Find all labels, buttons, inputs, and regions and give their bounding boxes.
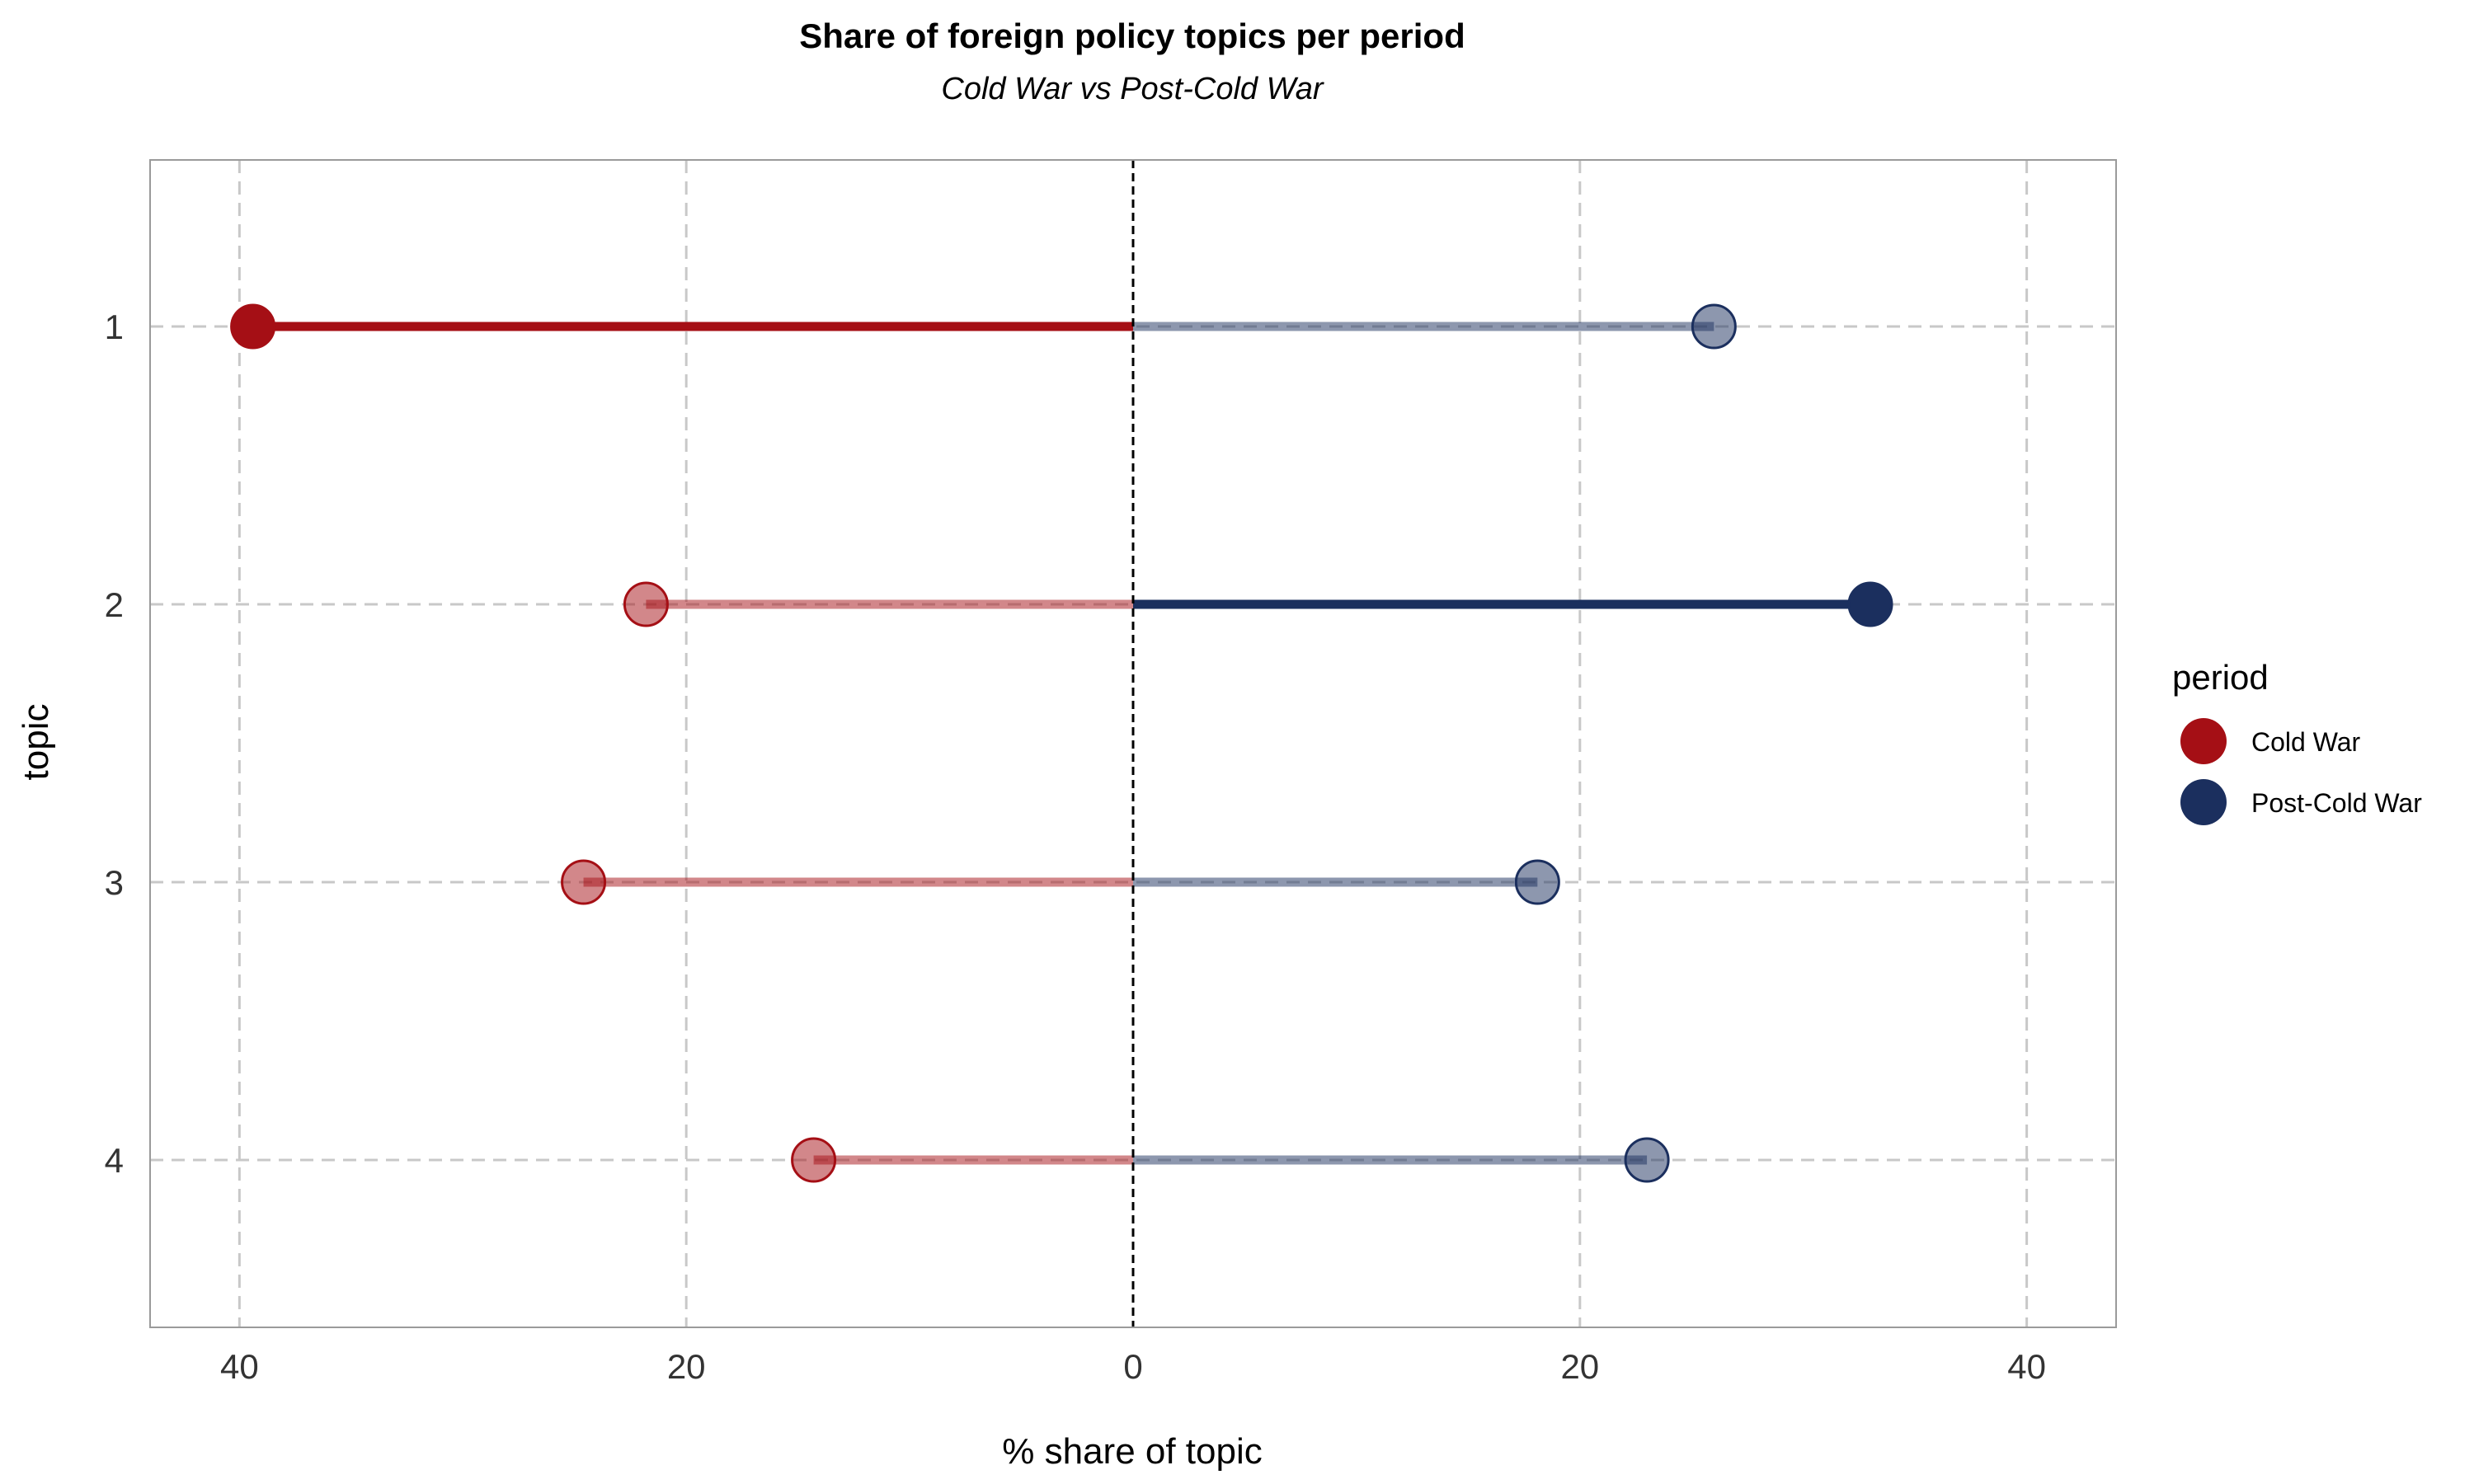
lollipop-point — [1691, 303, 1737, 350]
x-axis-ticks: 40 20 0 20 40 — [220, 1347, 2046, 1386]
y-tick-label: 2 — [105, 585, 124, 624]
y-tick-label: 3 — [105, 863, 124, 902]
lollipop-point — [561, 859, 607, 905]
lollipop-point — [623, 581, 669, 627]
x-tick-label: 20 — [667, 1347, 706, 1386]
lollipop-point — [1847, 581, 1893, 627]
legend-title: period — [2172, 658, 2269, 697]
legend: period Cold War Post-Cold War — [2172, 658, 2422, 825]
lollipop-point — [230, 303, 276, 350]
legend-key — [2180, 779, 2227, 825]
x-tick-label: 40 — [2007, 1347, 2046, 1386]
x-tick-label: 40 — [220, 1347, 259, 1386]
lollipop-point — [791, 1137, 837, 1183]
y-axis-label: topic — [16, 704, 56, 781]
lollipop-point — [1624, 1137, 1670, 1183]
x-tick-label: 0 — [1123, 1347, 1142, 1386]
chart-subtitle: Cold War vs Post-Cold War — [941, 72, 1324, 106]
legend-label: Cold War — [2251, 727, 2361, 757]
x-axis-label: % share of topic — [1002, 1431, 1263, 1472]
y-axis-ticks: 1 2 3 4 — [105, 308, 124, 1180]
x-tick-label: 20 — [1560, 1347, 1599, 1386]
lollipop-points — [230, 303, 1893, 1183]
y-tick-label: 4 — [105, 1141, 124, 1180]
chart-title: Share of foreign policy topics per perio… — [799, 16, 1465, 55]
plot-panel-border — [149, 159, 2117, 1328]
y-tick-label: 1 — [105, 308, 124, 346]
legend-label: Post-Cold War — [2251, 788, 2422, 818]
legend-key — [2180, 718, 2227, 764]
lollipop-sticks — [252, 322, 1870, 1165]
lollipop-point — [1514, 859, 1560, 905]
